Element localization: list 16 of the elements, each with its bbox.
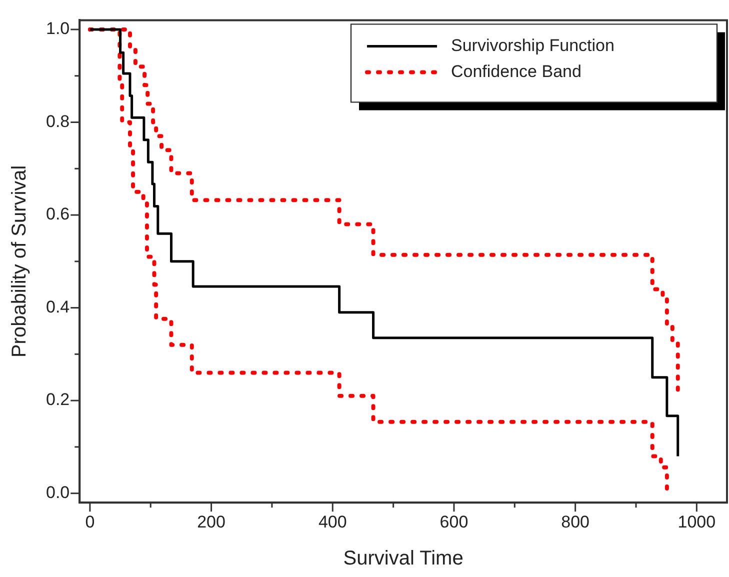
legend-label: Confidence Band	[451, 62, 582, 81]
legend-label: Survivorship Function	[451, 36, 614, 55]
y-tick-label: 0.6	[46, 204, 70, 224]
y-tick-label: 0.4	[46, 297, 70, 316]
x-tick-label: 1000	[678, 512, 716, 532]
x-tick-label: 600	[440, 512, 468, 532]
x-tick-label: 200	[197, 512, 226, 532]
y-axis-title: Probability of Survival	[8, 165, 31, 358]
y-tick-label: 0.0	[46, 483, 70, 502]
y-tick-label: 0.2	[46, 390, 70, 410]
x-tick-label: 400	[318, 512, 347, 532]
x-tick-label: 0	[85, 512, 95, 532]
y-tick-label: 1.0	[46, 19, 70, 38]
y-tick-label: 0.8	[46, 112, 70, 131]
x-tick-label: 800	[561, 512, 590, 532]
x-axis-title: Survival Time	[343, 548, 464, 570]
